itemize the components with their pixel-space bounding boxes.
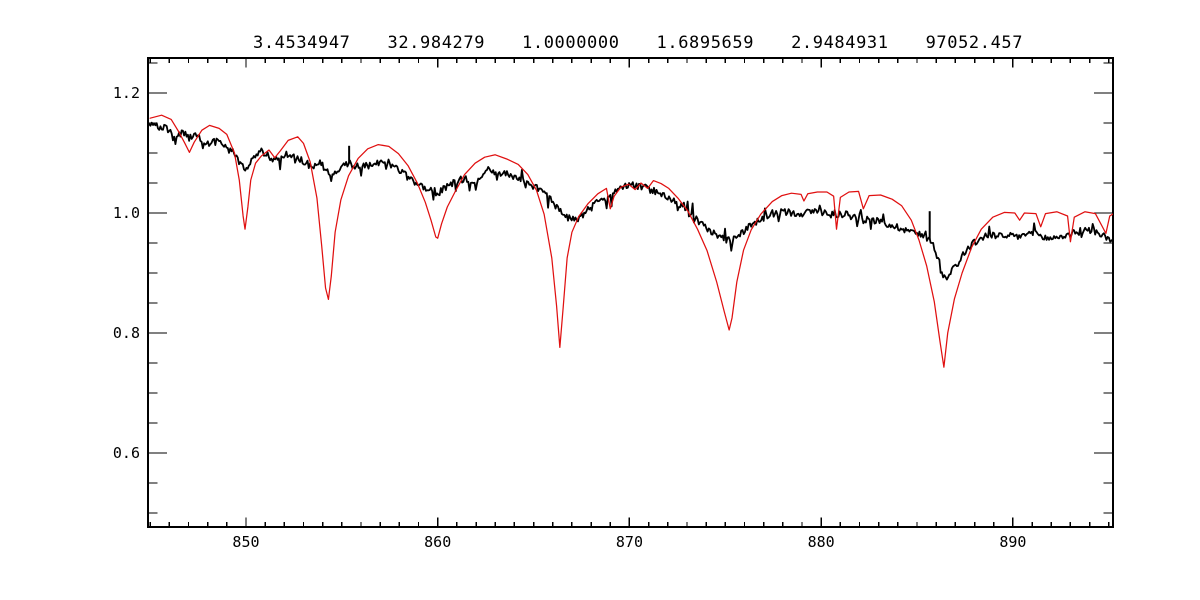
fit-parameter-value: 3.4534947: [253, 33, 351, 53]
observed-spectrum-curve: [148, 121, 1113, 281]
fit-parameter-value: 97052.457: [925, 33, 1024, 53]
x-tick-label: 860: [424, 533, 451, 551]
y-tick-label: 0.6: [113, 444, 140, 462]
y-tick-label: 0.8: [113, 324, 140, 342]
fit-parameter-value: 2.9484931: [791, 33, 889, 53]
model-spectrum-curve: [149, 114, 1113, 368]
fit-parameters-readout: 3.4534947 32.984279 1.0000000 1.6895659 …: [253, 33, 1023, 53]
fit-parameter-value: 1.6895659: [656, 33, 755, 53]
x-tick-label: 850: [232, 533, 259, 551]
x-tick-label: 890: [999, 533, 1026, 551]
y-tick-label: 1.0: [113, 204, 140, 222]
y-tick-label: 1.2: [113, 84, 140, 102]
fit-parameter-value: 32.984279: [387, 33, 486, 53]
x-tick-label: 880: [808, 533, 835, 551]
fit-parameter-value: 1.0000000: [522, 33, 620, 53]
x-tick-label: 870: [616, 533, 643, 551]
plot-frame: [147, 57, 1114, 528]
